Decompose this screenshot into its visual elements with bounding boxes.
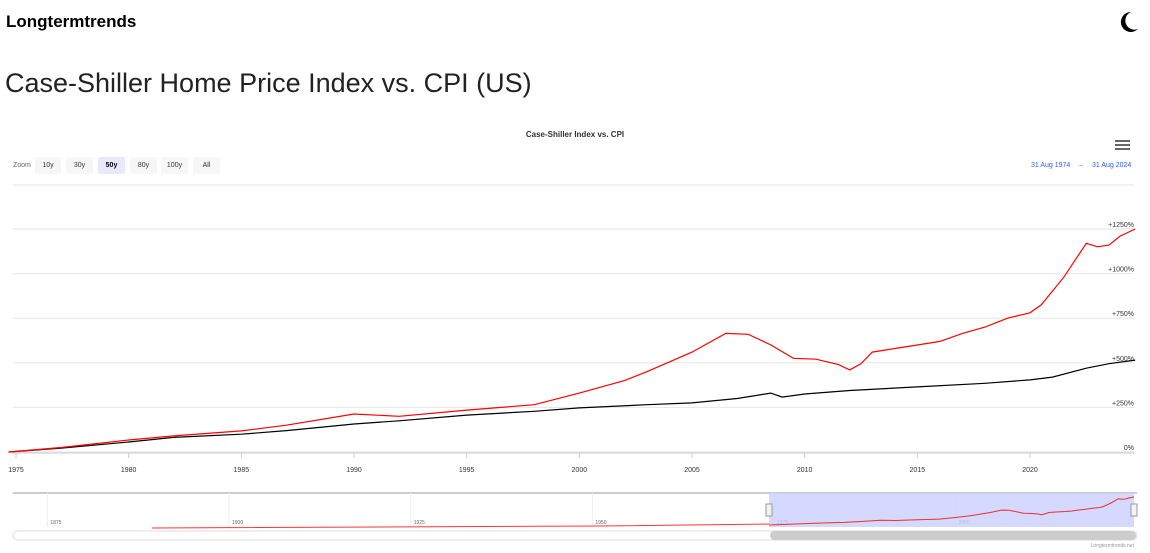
navigator-left-handle[interactable] (765, 503, 773, 517)
zoom-80y-button[interactable]: 80y (130, 157, 157, 174)
series-line-case-shiller-index (8, 228, 1136, 453)
x-tick-label: 2005 (684, 467, 700, 474)
y-tick-label: 0% (1124, 445, 1134, 452)
zoom-all-button[interactable]: All (193, 157, 220, 174)
x-tick-label: 2015 (910, 467, 926, 474)
navigator-label: 1875 (50, 520, 61, 526)
navigator-selected-line (768, 496, 1135, 526)
page-title: Case-Shiller Home Price Index vs. CPI (U… (5, 68, 532, 98)
scrollbar-thumb[interactable] (770, 531, 1136, 540)
zoom-10y-button[interactable]: 10y (35, 157, 61, 174)
chart-menu-hamburger-icon[interactable] (1115, 140, 1130, 152)
range-arrow: → (1077, 162, 1084, 169)
navigator-label: 1900 (232, 520, 243, 526)
site-brand[interactable]: Longtermtrends (6, 12, 137, 31)
y-tick-label: +1250% (1108, 222, 1134, 229)
x-tick-label: 2020 (1022, 467, 1038, 474)
chart-title: Case-Shiller Index vs. CPI (525, 130, 625, 139)
x-tick-label: 1975 (8, 467, 24, 474)
series-line-cpi (8, 359, 1136, 453)
range-to-input[interactable]: 31 Aug 2024 (1092, 162, 1132, 169)
zoom-100y-button[interactable]: 100y (161, 157, 188, 174)
y-tick-label: +1000% (1108, 267, 1134, 274)
y-tick-label: +750% (1112, 311, 1134, 318)
x-tick-label: 1990 (346, 467, 362, 474)
x-tick-label: 1985 (234, 467, 250, 474)
range-from-input[interactable]: 31 Aug 1974 (1031, 162, 1071, 169)
zoom-label: Zoom (13, 162, 31, 169)
zoom-30y-button[interactable]: 30y (66, 157, 93, 174)
dark-mode-moon-icon[interactable] (1116, 10, 1140, 34)
y-tick-label: +500% (1112, 356, 1134, 363)
x-tick-label: 2000 (572, 467, 588, 474)
y-tick-label: +250% (1112, 400, 1134, 407)
navigator-history-line (151, 523, 770, 529)
x-tick-label: 1980 (121, 467, 137, 474)
zoom-50y-button[interactable]: 50y (98, 157, 125, 174)
navigator-label: 1950 (595, 520, 606, 526)
x-tick-label: 2010 (797, 467, 813, 474)
x-tick-label: 1995 (459, 467, 475, 474)
navigator-right-handle[interactable] (1130, 503, 1138, 517)
navigator-selected-range (769, 493, 1134, 527)
navigator-label: 1925 (414, 520, 425, 526)
credits-link[interactable]: Longtermtrends.net (1090, 543, 1134, 549)
